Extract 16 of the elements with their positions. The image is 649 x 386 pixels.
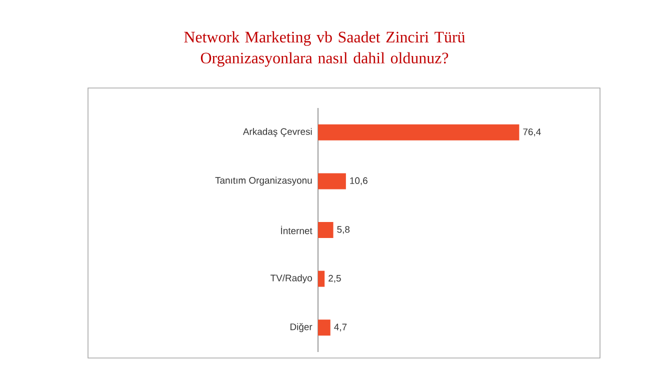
y-tick-label: İnternet xyxy=(281,226,312,234)
bar xyxy=(318,270,325,287)
y-tick-label: Arkadaş Çevresi xyxy=(242,128,312,137)
data-label: 76,4 xyxy=(523,128,541,136)
y-tick-label: TV/Radyo xyxy=(270,274,312,284)
bar xyxy=(318,320,330,336)
chart-title: Network Marketing vb Saadet Zinciri Türü Organizasyonlara nasıl dahil oldunuz? xyxy=(184,31,466,67)
y-tick-label: Diğer xyxy=(290,323,312,332)
data-label: 2,5 xyxy=(328,274,341,283)
data-label: 10,6 xyxy=(350,177,368,186)
bar xyxy=(318,173,346,190)
bar xyxy=(318,124,520,140)
data-label: 5,8 xyxy=(337,226,350,234)
y-tick-label: Tanıtım Organizasyonu xyxy=(215,176,312,186)
data-label: 4,7 xyxy=(334,324,347,332)
bar xyxy=(318,222,334,238)
